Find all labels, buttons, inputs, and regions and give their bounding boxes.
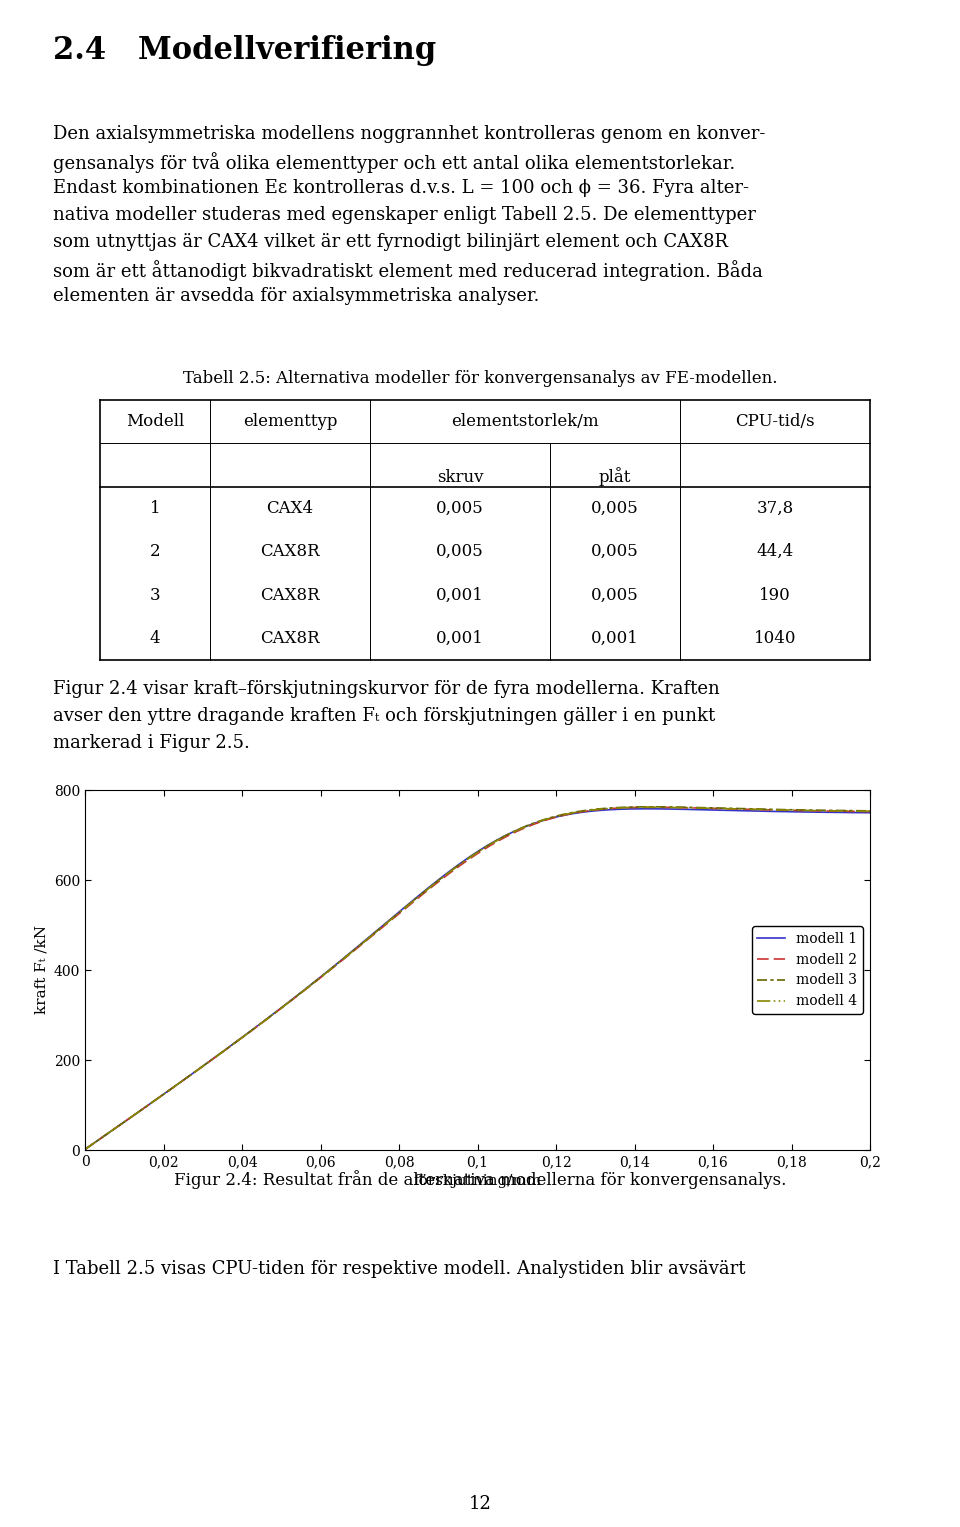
Text: 0,001: 0,001 — [591, 629, 639, 647]
Text: 190: 190 — [759, 586, 791, 603]
Text: elementen är avsedda för axialsymmetriska analyser.: elementen är avsedda för axialsymmetrisk… — [53, 287, 540, 305]
Text: nativa modeller studeras med egenskaper enligt Tabell 2.5. De elementtyper: nativa modeller studeras med egenskaper … — [53, 206, 756, 224]
modell 4 — [556, 806, 567, 825]
Text: Tabell 2.5: Alternativa modeller för konvergensanalys av FE-modellen.: Tabell 2.5: Alternativa modeller för kon… — [182, 370, 778, 386]
modell 1 — [864, 803, 876, 822]
modell 3 — [645, 797, 657, 815]
modell 1 — [535, 812, 546, 831]
modell 4 — [535, 812, 546, 831]
modell 1 — [756, 802, 768, 820]
modell 1 — [556, 806, 567, 825]
Y-axis label: kraft Fₜ /kN: kraft Fₜ /kN — [35, 925, 48, 1014]
modell 3 — [128, 1107, 139, 1125]
Text: elementtyp: elementtyp — [243, 414, 337, 431]
Text: Figur 2.4: Resultat från de alternativa modellerna för konvergensanalys.: Figur 2.4: Resultat från de alternativa … — [174, 1170, 786, 1190]
modell 1 — [640, 800, 652, 818]
Line: modell 3: modell 3 — [85, 806, 870, 1150]
modell 1 — [80, 1141, 91, 1159]
Text: 44,4: 44,4 — [756, 544, 794, 560]
Text: CAX4: CAX4 — [267, 499, 314, 516]
Text: CAX8R: CAX8R — [260, 586, 320, 603]
Text: Den axialsymmetriska modellens noggrannhet kontrolleras genom en konver-: Den axialsymmetriska modellens noggrannh… — [53, 125, 765, 144]
Text: som är ett åttanodigt bikvadratiskt element med reducerad integration. Båda: som är ett åttanodigt bikvadratiskt elem… — [53, 260, 762, 281]
modell 4 — [579, 802, 590, 820]
Text: 2: 2 — [150, 544, 160, 560]
modell 2 — [676, 799, 687, 817]
modell 2 — [128, 1107, 139, 1125]
Text: som utnyttjas är CAX4 vilket är ett fyrnodigt bilinjärt element och CAX8R: som utnyttjas är CAX4 vilket är ett fyrn… — [53, 234, 728, 250]
modell 3 — [864, 802, 876, 820]
modell 3 — [535, 811, 546, 829]
modell 1 — [676, 800, 687, 818]
modell 2 — [756, 800, 768, 818]
modell 3 — [676, 799, 687, 817]
Text: 12: 12 — [468, 1495, 492, 1513]
Text: 0,001: 0,001 — [436, 629, 484, 647]
modell 3 — [556, 806, 567, 825]
Text: 4: 4 — [150, 629, 160, 647]
Text: gensanalys för två olika elementtyper och ett antal olika elementstorlekar.: gensanalys för två olika elementtyper oc… — [53, 153, 735, 173]
Text: 37,8: 37,8 — [756, 499, 794, 516]
modell 4 — [864, 802, 876, 820]
modell 2 — [864, 802, 876, 820]
Text: avser den yttre dragande kraften Fₜ och förskjutningen gäller i en punkt: avser den yttre dragande kraften Fₜ och … — [53, 707, 715, 725]
modell 1 — [128, 1107, 139, 1125]
Text: CAX8R: CAX8R — [260, 629, 320, 647]
modell 1 — [579, 803, 590, 822]
Text: I Tabell 2.5 visas CPU-tiden för respektive modell. Analystiden blir avsävärt: I Tabell 2.5 visas CPU-tiden för respekt… — [53, 1260, 745, 1278]
Text: 1040: 1040 — [754, 629, 796, 647]
Text: 0,001: 0,001 — [436, 586, 484, 603]
Line: modell 1: modell 1 — [85, 809, 870, 1150]
modell 2 — [80, 1141, 91, 1159]
Text: Figur 2.4 visar kraft–förskjutningskurvor för de fyra modellerna. Kraften: Figur 2.4 visar kraft–förskjutningskurvo… — [53, 680, 720, 698]
modell 2 — [556, 806, 567, 825]
Text: elementstorlek/m: elementstorlek/m — [451, 414, 599, 431]
modell 2 — [535, 812, 546, 831]
modell 4 — [128, 1107, 139, 1125]
modell 2 — [647, 799, 659, 817]
modell 2 — [579, 802, 590, 820]
Text: 2.4   Modellverifiering: 2.4 Modellverifiering — [53, 35, 436, 66]
Text: skruv: skruv — [437, 469, 483, 486]
Text: 0,005: 0,005 — [591, 586, 638, 603]
Text: Modell: Modell — [126, 414, 184, 431]
Legend: modell 1, modell 2, modell 3, modell 4: modell 1, modell 2, modell 3, modell 4 — [752, 925, 863, 1014]
Line: modell 4: modell 4 — [85, 808, 870, 1150]
modell 3 — [579, 802, 590, 820]
Text: 3: 3 — [150, 586, 160, 603]
modell 4 — [676, 799, 687, 817]
modell 3 — [756, 800, 768, 818]
Line: modell 2: modell 2 — [85, 808, 870, 1150]
Text: Endast kombinationen Eε kontrolleras d.v.s. L = 100 och ϕ = 36. Fyra alter-: Endast kombinationen Eε kontrolleras d.v… — [53, 179, 749, 197]
modell 4 — [756, 800, 768, 818]
Text: CAX8R: CAX8R — [260, 544, 320, 560]
Text: 0,005: 0,005 — [591, 499, 638, 516]
modell 3 — [80, 1141, 91, 1159]
Text: CPU-tid/s: CPU-tid/s — [735, 414, 815, 431]
Text: plåt: plåt — [599, 467, 631, 487]
Text: 0,005: 0,005 — [436, 544, 484, 560]
Text: 1: 1 — [150, 499, 160, 516]
X-axis label: förskjutning/mm: förskjutning/mm — [414, 1174, 541, 1188]
Text: 0,005: 0,005 — [591, 544, 638, 560]
modell 4 — [80, 1141, 91, 1159]
Text: markerad i Figur 2.5.: markerad i Figur 2.5. — [53, 734, 250, 751]
Text: 0,005: 0,005 — [436, 499, 484, 516]
modell 4 — [645, 799, 657, 817]
